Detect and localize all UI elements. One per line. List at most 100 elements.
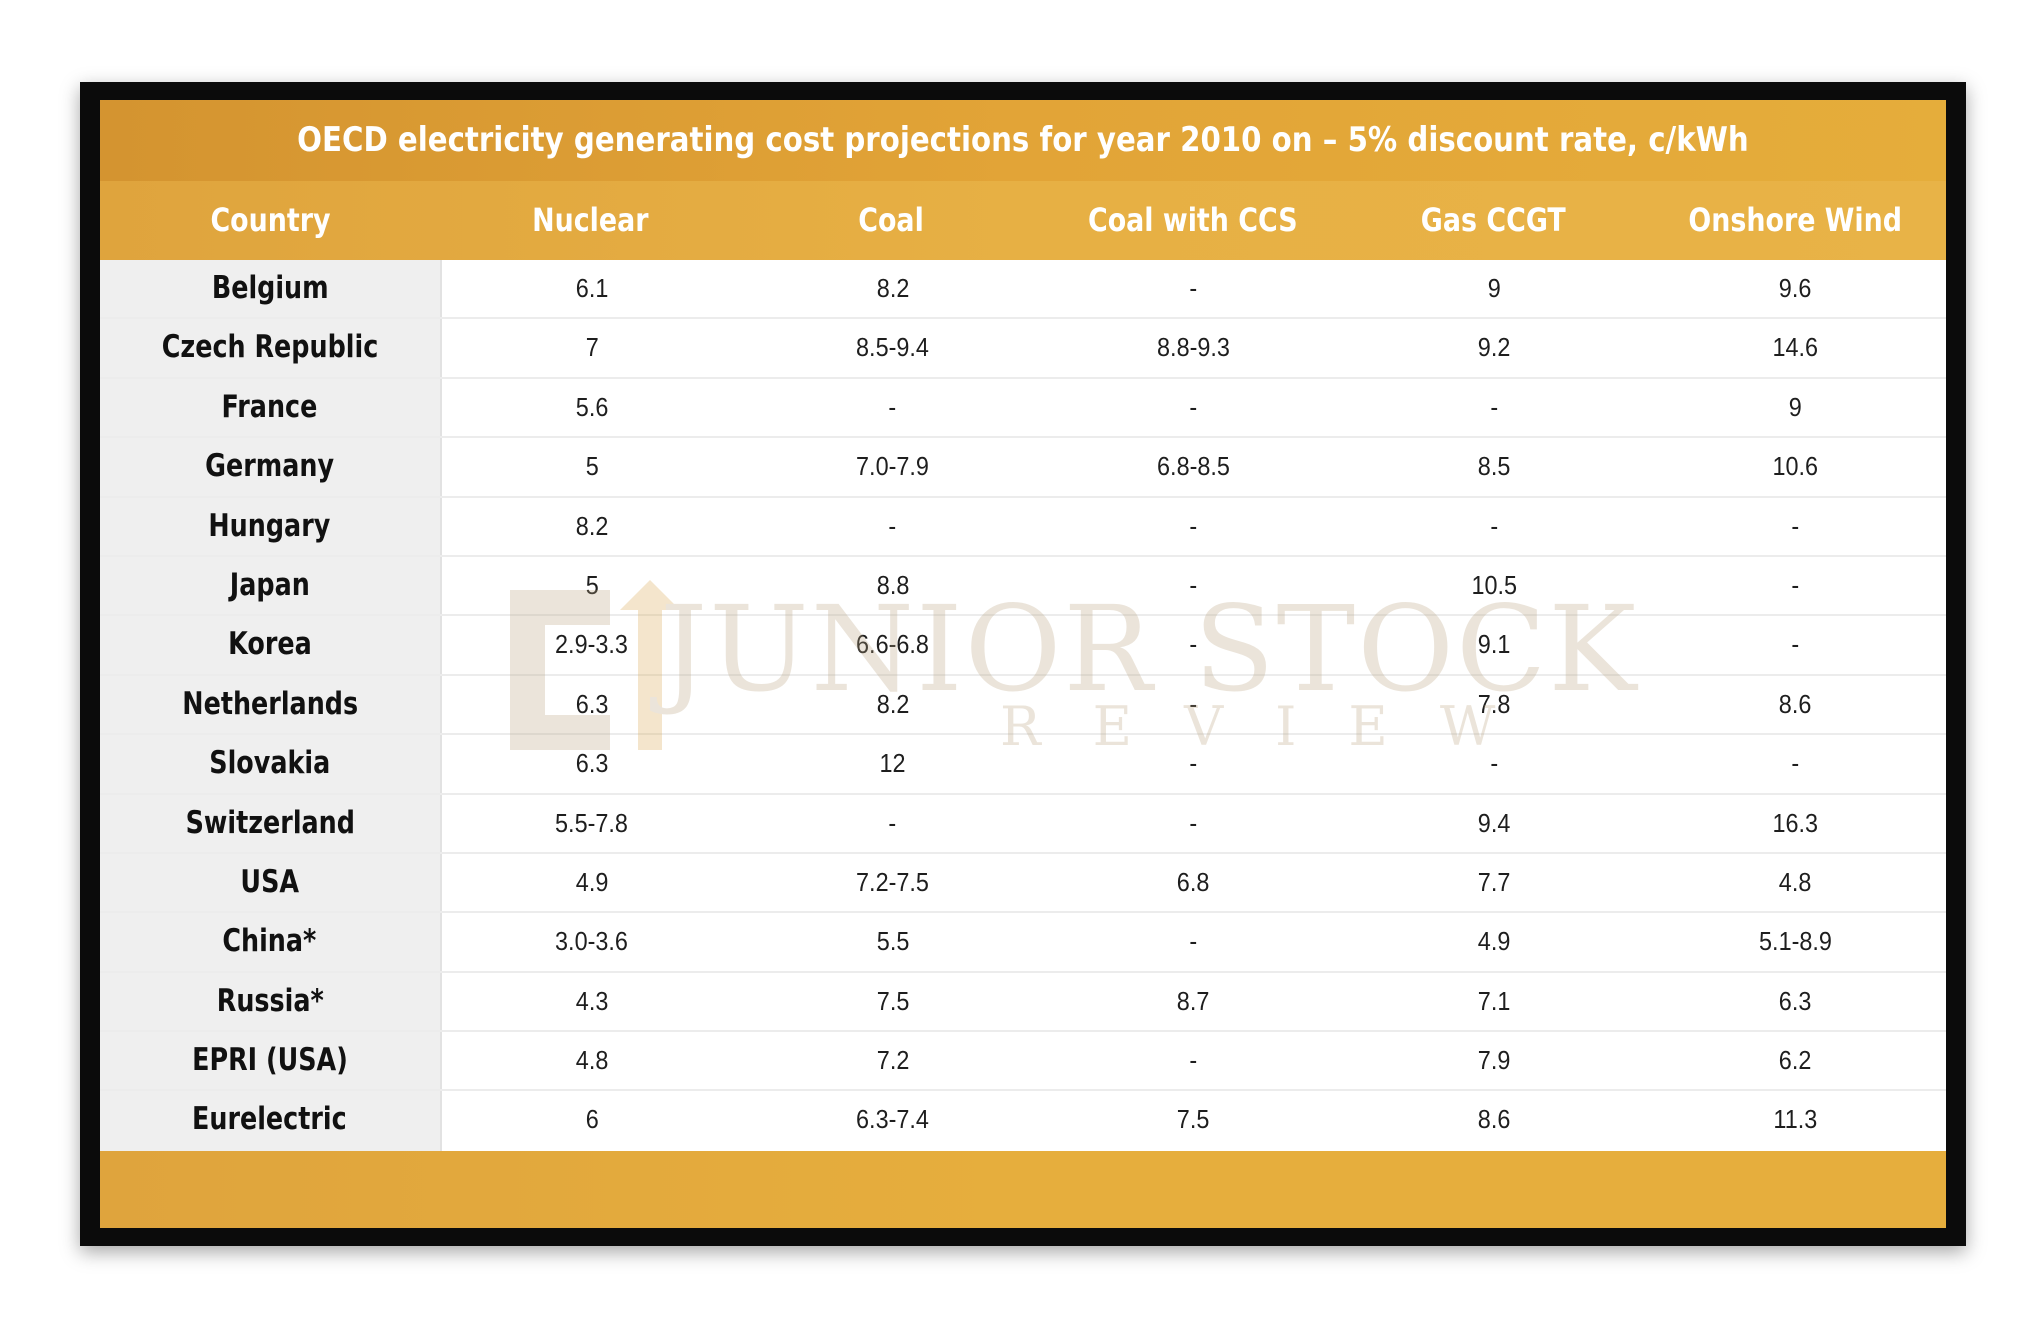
- cell-gas-ccgt: -: [1490, 391, 1498, 422]
- cell-coal-ccs: -: [1189, 510, 1198, 541]
- cell-coal-ccs: -: [1189, 1045, 1198, 1076]
- cell-coal-ccs: -: [1189, 748, 1198, 779]
- cell-country: Korea: [100, 616, 442, 674]
- cell-nuclear: 7: [585, 332, 599, 363]
- cell-country: Netherlands: [100, 675, 442, 734]
- table-row: Belgium 6.1 8.2 - 9 9.6: [100, 260, 1946, 320]
- cell-coal: 7.2-7.5: [856, 866, 930, 897]
- cell-gas-ccgt: 9: [1487, 273, 1501, 303]
- cell-nuclear: 6.1: [575, 273, 609, 303]
- table-title-bar: OECD electricity generating cost project…: [100, 100, 1946, 181]
- cell-coal: 6.3-7.4: [856, 1104, 930, 1135]
- cell-onshore-wind: 8.6: [1778, 688, 1812, 719]
- column-header-coal-ccs: Coal with CCS: [1087, 201, 1298, 239]
- cell-coal-ccs: -: [1189, 569, 1198, 600]
- column-header-coal: Coal: [858, 201, 925, 239]
- cell-onshore-wind: -: [1791, 569, 1800, 600]
- cell-gas-ccgt: 9.4: [1477, 807, 1511, 838]
- cell-coal-ccs: 7.5: [1177, 1104, 1210, 1135]
- cell-nuclear: 6: [585, 1104, 599, 1135]
- cell-onshore-wind: 6.2: [1778, 1045, 1812, 1076]
- cell-gas-ccgt: 7.7: [1477, 866, 1511, 897]
- cell-country: France: [100, 378, 442, 437]
- cell-coal: 6.6-6.8: [856, 629, 930, 660]
- cell-coal-ccs: 8.7: [1177, 985, 1210, 1016]
- table-row: Germany 5 7.0-7.9 6.8-8.5 8.5 10.6: [100, 438, 1946, 498]
- cell-coal-ccs: 6.8: [1177, 866, 1210, 897]
- cell-country: China*: [100, 913, 442, 971]
- cell-onshore-wind: -: [1791, 629, 1800, 660]
- cell-coal: 8.2: [876, 273, 909, 303]
- cell-coal: -: [888, 807, 897, 838]
- footer-bar: [100, 1151, 1946, 1228]
- cell-coal-ccs: -: [1189, 391, 1198, 422]
- cell-gas-ccgt: -: [1490, 510, 1498, 541]
- cell-onshore-wind: 5.1-8.9: [1758, 926, 1832, 957]
- column-header-nuclear: Nuclear: [532, 201, 649, 239]
- table-row: Switzerland 5.5-7.8 - - 9.4 16.3: [100, 794, 1946, 854]
- cell-coal: 8.8: [876, 569, 909, 600]
- cell-coal: 8.5-9.4: [856, 332, 930, 363]
- cell-onshore-wind: 4.8: [1778, 866, 1812, 897]
- cell-nuclear: 2.9-3.3: [555, 629, 629, 660]
- cell-coal: -: [888, 510, 897, 541]
- table-title: OECD electricity generating cost project…: [297, 120, 1749, 160]
- cell-nuclear: 3.0-3.6: [555, 926, 629, 957]
- table-row: China* 3.0-3.6 5.5 - 4.9 5.1-8.9: [100, 913, 1946, 973]
- cell-onshore-wind: 11.3: [1773, 1104, 1818, 1135]
- cell-country: USA: [100, 853, 442, 912]
- table-frame: OECD electricity generating cost project…: [80, 82, 1966, 1246]
- cell-onshore-wind: -: [1791, 510, 1800, 541]
- table-row: Hungary 8.2 - - - -: [100, 497, 1946, 557]
- cell-country: Japan: [100, 556, 442, 615]
- table-row: France 5.6 - - - 9: [100, 378, 1946, 439]
- cell-coal-ccs: -: [1189, 273, 1198, 303]
- cell-gas-ccgt: 7.1: [1477, 985, 1511, 1016]
- cell-nuclear: 6.3: [575, 688, 609, 719]
- cell-gas-ccgt: 8.5: [1477, 451, 1511, 482]
- cell-country: EPRI (USA): [100, 1032, 442, 1090]
- cell-country: Germany: [100, 438, 442, 496]
- table-row: Eurelectric 6 6.3-7.4 7.5 8.6 11.3: [100, 1091, 1946, 1151]
- cell-coal: 7.0-7.9: [856, 451, 930, 482]
- cell-nuclear: 5.5-7.8: [555, 807, 629, 838]
- table-row: USA 4.9 7.2-7.5 6.8 7.7 4.8: [100, 853, 1946, 914]
- cell-nuclear: 6.3: [575, 748, 609, 779]
- cell-nuclear: 8.2: [575, 510, 609, 541]
- table-row: Slovakia 6.3 12 - - -: [100, 735, 1946, 795]
- cell-coal-ccs: -: [1189, 807, 1198, 838]
- table-panel: OECD electricity generating cost project…: [100, 100, 1946, 1228]
- cell-country: Slovakia: [100, 735, 442, 793]
- cell-onshore-wind: -: [1791, 748, 1800, 779]
- cell-coal: 7.2: [876, 1045, 909, 1076]
- cell-country: Czech Republic: [100, 319, 442, 377]
- cell-onshore-wind: 9.6: [1778, 273, 1812, 303]
- header-row: Country Nuclear Coal Coal with CCS Gas C…: [100, 181, 1946, 260]
- cell-nuclear: 5: [585, 569, 599, 600]
- cell-coal: -: [888, 391, 897, 422]
- cell-gas-ccgt: 4.9: [1477, 926, 1511, 957]
- cell-nuclear: 5: [585, 451, 599, 482]
- table-row: Czech Republic 7 8.5-9.4 8.8-9.3 9.2 14.6: [100, 319, 1946, 379]
- cell-coal-ccs: -: [1189, 926, 1198, 957]
- cell-onshore-wind: 9: [1788, 391, 1802, 422]
- column-header-gas-ccgt: Gas CCGT: [1421, 201, 1566, 239]
- cell-coal-ccs: -: [1189, 688, 1198, 719]
- cell-onshore-wind: 10.6: [1772, 451, 1818, 482]
- cell-nuclear: 5.6: [575, 391, 609, 422]
- cell-coal-ccs: 8.8-9.3: [1156, 332, 1230, 363]
- cell-coal: 12: [879, 748, 906, 779]
- cell-country: Hungary: [100, 497, 442, 555]
- cell-country: Russia*: [100, 972, 442, 1031]
- column-header-country: Country: [209, 201, 331, 239]
- table-row: Japan 5 8.8 - 10.5 -: [100, 556, 1946, 617]
- cell-gas-ccgt: 9.1: [1477, 629, 1511, 660]
- cell-country: Eurelectric: [100, 1091, 442, 1151]
- cell-nuclear: 4.9: [575, 866, 609, 897]
- table-row: Korea 2.9-3.3 6.6-6.8 - 9.1 -: [100, 616, 1946, 676]
- cell-nuclear: 4.3: [575, 985, 609, 1016]
- cell-country: Switzerland: [100, 794, 442, 852]
- cell-gas-ccgt: 9.2: [1477, 332, 1511, 363]
- cell-coal: 8.2: [876, 688, 909, 719]
- cell-coal-ccs: -: [1189, 629, 1198, 660]
